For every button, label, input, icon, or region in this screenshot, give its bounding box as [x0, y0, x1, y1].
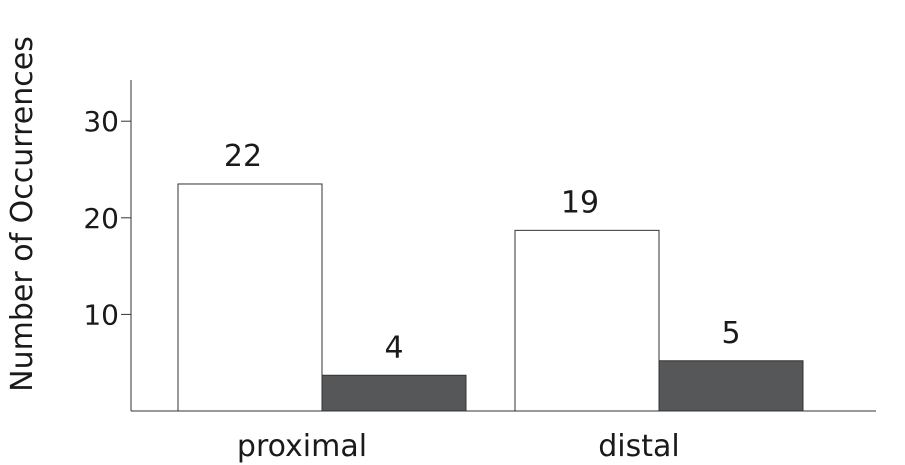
data-label: 5 — [721, 316, 740, 351]
y-tick-label: 20 — [83, 202, 119, 235]
x-tick-label: distal — [598, 429, 680, 464]
data-label: 22 — [224, 139, 262, 174]
data-label: 19 — [561, 185, 599, 220]
bar-proximal-series-2 — [321, 374, 467, 412]
bar-distal-series-2 — [658, 360, 804, 412]
y-tick-label: 30 — [83, 105, 119, 138]
bar-distal-series-1 — [514, 229, 660, 412]
bar-proximal-series-1 — [177, 183, 323, 412]
data-label: 4 — [384, 330, 403, 365]
x-tick-label: proximal — [237, 429, 367, 464]
y-tick-label: 10 — [83, 298, 119, 331]
y-axis-label: Number of Occurrences — [5, 36, 40, 392]
